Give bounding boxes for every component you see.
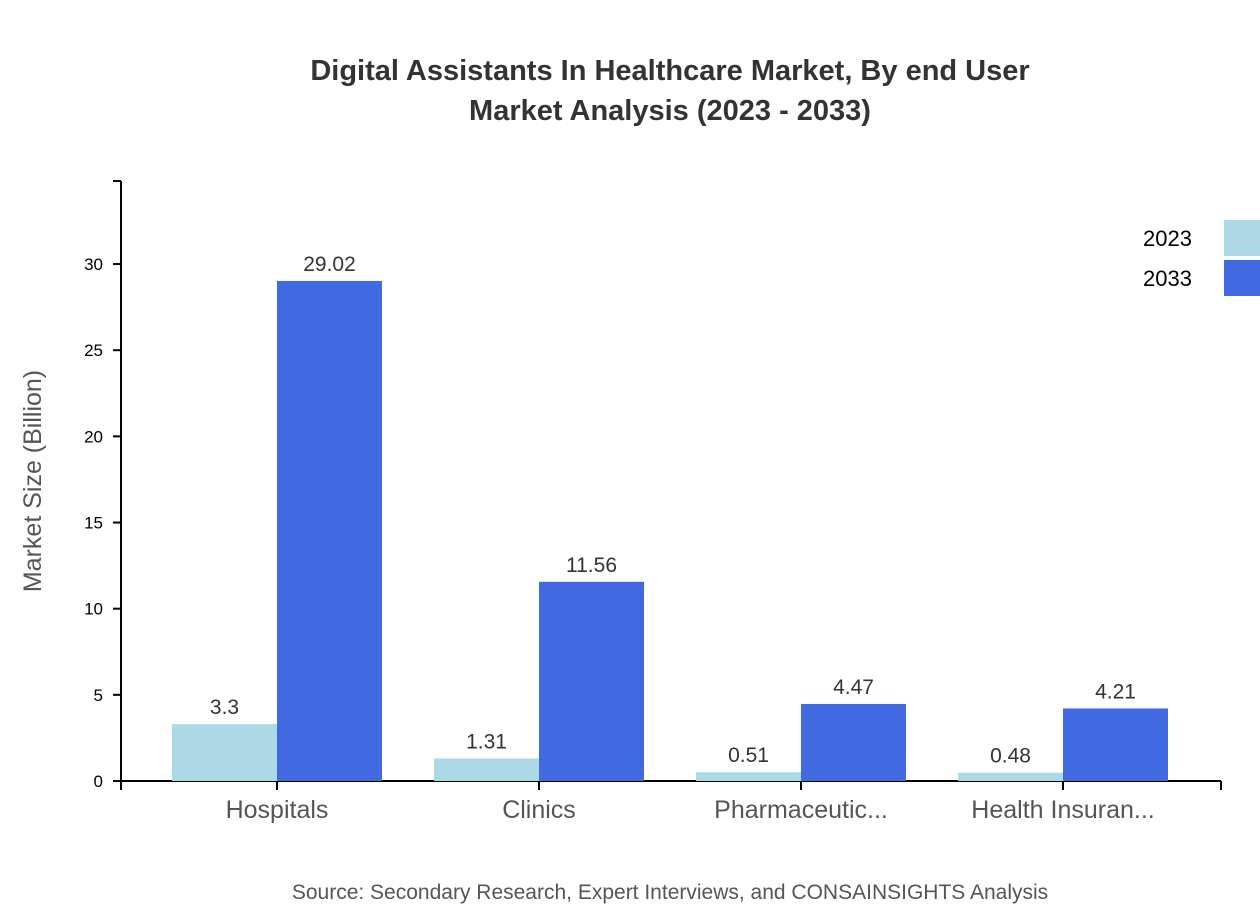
x-tick-label: Health Insuran... [971,796,1154,824]
bar-2033 [539,581,644,781]
data-label: 4.21 [1095,680,1136,703]
bar-2023 [696,772,801,781]
y-tick-label: 20 [84,427,103,446]
bars: 3.3 29.02 1.31 11.56 0.51 4.47 0.48 4.21 [172,253,1168,781]
data-label: 0.51 [728,744,769,767]
y-tick-label: 10 [84,600,103,619]
chart-title-line-2: Market Analysis (2023 - 2033) [469,95,871,127]
y-tick-label: 5 [94,686,103,705]
legend: 2023 2033 [1143,220,1260,296]
x-tick-label: Pharmaceutic... [714,796,888,824]
bar-2033 [801,703,906,781]
y-tick-label: 25 [84,341,103,360]
legend-swatch-2033 [1224,260,1260,296]
y-axis: 0 5 10 15 20 25 30 [84,180,122,791]
y-tick-label: 15 [84,514,103,533]
data-label: 3.3 [210,696,239,719]
bar-2033 [277,280,382,781]
data-label: 4.47 [833,676,874,699]
data-label: 11.56 [566,554,617,577]
bar-2033 [1063,708,1168,781]
y-axis-label: Market Size (Billion) [19,370,47,592]
chart-title-line-1: Digital Assistants In Healthcare Market,… [310,55,1029,87]
bar-2023 [434,758,539,781]
legend-label: 2023 [1143,226,1192,251]
legend-label: 2033 [1143,266,1192,291]
x-tick-label: Hospitals [226,796,329,824]
data-label: 29.02 [303,253,356,276]
legend-swatch-2023 [1224,220,1260,256]
y-tick-label: 30 [84,255,103,274]
y-tick-label: 0 [94,772,103,791]
data-label: 0.48 [990,745,1031,768]
bar-2023 [172,724,277,781]
data-label: 1.31 [466,730,507,753]
bar-2023 [958,772,1063,781]
x-axis: Hospitals Clinics Pharmaceutic... Health In… [120,780,1222,824]
x-tick-label: Clinics [502,796,576,824]
source-note: Source: Secondary Research, Expert Inter… [292,881,1048,904]
